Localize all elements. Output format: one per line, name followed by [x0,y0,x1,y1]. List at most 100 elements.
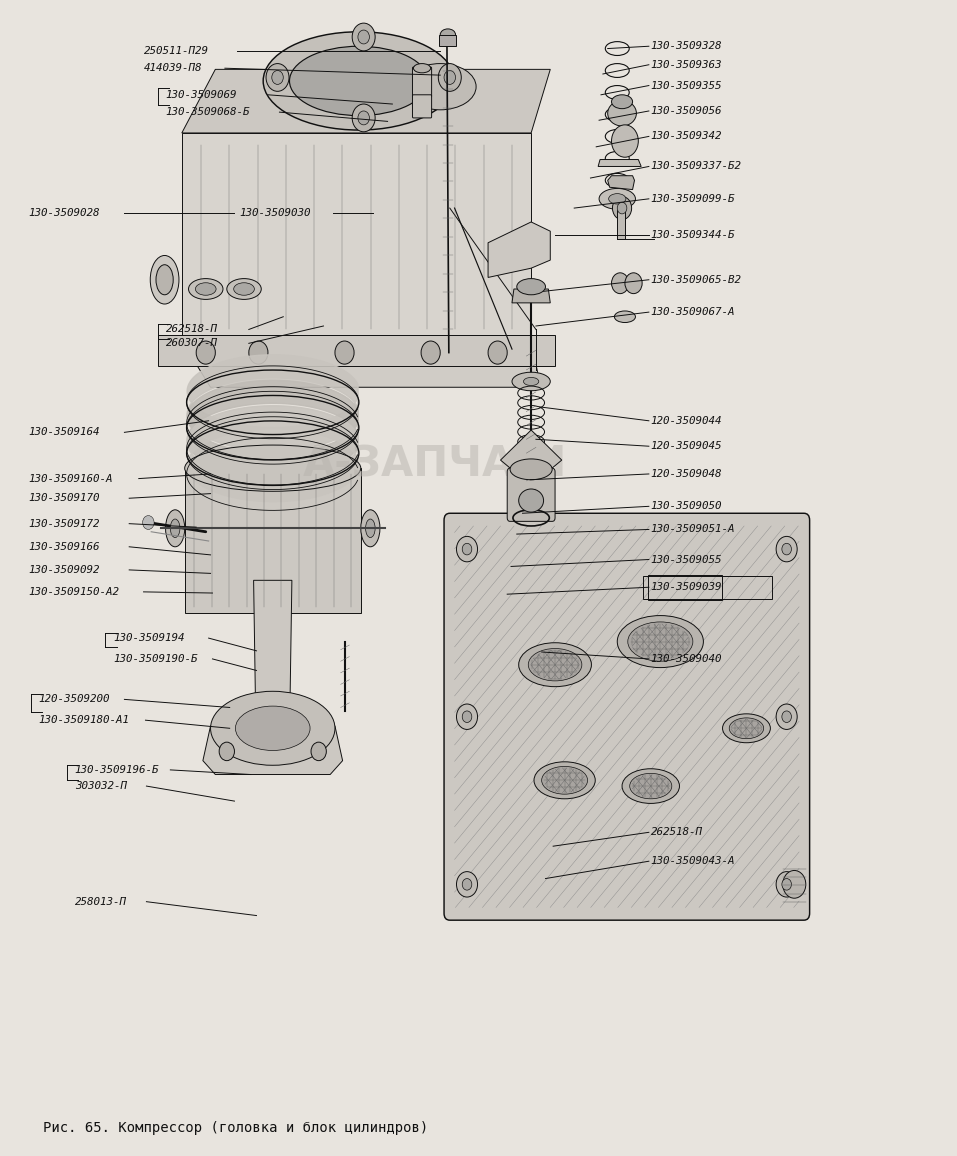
Bar [648,575,723,600]
Ellipse shape [211,691,335,765]
Ellipse shape [523,377,539,385]
Ellipse shape [510,459,552,480]
Circle shape [456,872,478,897]
FancyBboxPatch shape [439,35,456,46]
Circle shape [438,64,461,91]
Text: 130-3509056: 130-3509056 [651,106,723,116]
Circle shape [462,543,472,555]
Ellipse shape [185,445,361,491]
Text: 130-3509069: 130-3509069 [166,90,237,99]
Text: 130-3509342: 130-3509342 [651,132,723,141]
Text: 130-3509344-Б: 130-3509344-Б [651,230,735,239]
Text: 130-3509355: 130-3509355 [651,81,723,90]
Ellipse shape [166,510,185,547]
Polygon shape [608,176,634,190]
Ellipse shape [534,762,595,799]
Text: 262518-П: 262518-П [651,828,702,837]
Ellipse shape [729,718,764,739]
Text: 130-3509190-Б: 130-3509190-Б [113,654,197,664]
Ellipse shape [617,615,703,668]
Ellipse shape [366,519,375,538]
Ellipse shape [622,769,679,803]
Circle shape [358,30,369,44]
FancyBboxPatch shape [412,95,432,118]
Text: 130-3509150-А2: 130-3509150-А2 [29,587,120,596]
Ellipse shape [440,29,456,40]
Ellipse shape [630,773,672,799]
Text: 130-3509050: 130-3509050 [651,502,723,511]
Ellipse shape [512,372,550,391]
Text: 262518-П: 262518-П [166,325,217,334]
Ellipse shape [614,311,635,323]
FancyBboxPatch shape [412,67,432,97]
Ellipse shape [234,283,255,295]
Text: 130-3509092: 130-3509092 [29,565,100,575]
Ellipse shape [542,766,588,794]
Text: 120-3509045: 120-3509045 [651,442,723,451]
Polygon shape [182,133,531,341]
Circle shape [612,125,638,157]
Polygon shape [203,726,343,775]
Text: 130-3509099-Б: 130-3509099-Б [651,194,735,203]
Circle shape [782,543,791,555]
Circle shape [612,273,629,294]
Ellipse shape [150,255,179,304]
Circle shape [776,536,797,562]
Text: 258013-П: 258013-П [75,897,126,906]
Ellipse shape [628,622,693,661]
Circle shape [625,273,642,294]
Ellipse shape [783,870,806,898]
Circle shape [782,711,791,722]
Text: 120-3509048: 120-3509048 [651,469,723,479]
Ellipse shape [517,279,545,295]
Text: 130-3509172: 130-3509172 [29,519,100,528]
Polygon shape [488,222,550,277]
Text: 130-3509363: 130-3509363 [651,60,723,69]
FancyBboxPatch shape [507,468,555,521]
Circle shape [456,704,478,729]
Circle shape [143,516,154,529]
Circle shape [462,879,472,890]
Circle shape [421,341,440,364]
Ellipse shape [612,95,633,109]
Text: 250511-П29: 250511-П29 [144,46,209,55]
Circle shape [249,341,268,364]
Circle shape [196,341,215,364]
Ellipse shape [519,489,544,512]
Text: 130-3509328: 130-3509328 [651,42,723,51]
Text: 130-3509067-А: 130-3509067-А [651,307,735,317]
Circle shape [266,64,289,91]
Text: 130-3509030: 130-3509030 [239,208,311,217]
Circle shape [311,742,326,761]
Polygon shape [182,341,541,387]
Ellipse shape [361,510,380,547]
Ellipse shape [723,714,770,743]
Ellipse shape [227,279,261,299]
Circle shape [488,341,507,364]
Text: 130-3509055: 130-3509055 [651,555,723,564]
Polygon shape [512,289,550,303]
Circle shape [444,71,456,84]
Text: А-ЗАПЧА-И: А-ЗАПЧА-И [303,444,568,486]
Polygon shape [598,160,641,166]
Ellipse shape [608,101,636,126]
Text: 130-3509194: 130-3509194 [113,633,185,643]
Ellipse shape [599,188,635,209]
Circle shape [462,711,472,722]
Ellipse shape [235,706,310,750]
Text: 120-3509200: 120-3509200 [38,695,110,704]
Ellipse shape [189,279,223,299]
Text: 130-3509160-А: 130-3509160-А [29,474,113,483]
Circle shape [358,111,369,125]
Text: Рис. 65. Компрессор (головка и блок цилиндров): Рис. 65. Компрессор (головка и блок цили… [43,1121,429,1135]
Text: 130-3509068-Б: 130-3509068-Б [166,108,250,117]
Ellipse shape [263,31,455,129]
Ellipse shape [405,64,477,110]
Circle shape [776,704,797,729]
Text: 130-3509043-А: 130-3509043-А [651,857,735,866]
Text: 130-3509065-В2: 130-3509065-В2 [651,275,742,284]
Circle shape [456,536,478,562]
Text: 130-3509051-А: 130-3509051-А [651,525,735,534]
Text: 130-3509337-Б2: 130-3509337-Б2 [651,162,742,171]
Text: 260307-П: 260307-П [166,339,217,348]
